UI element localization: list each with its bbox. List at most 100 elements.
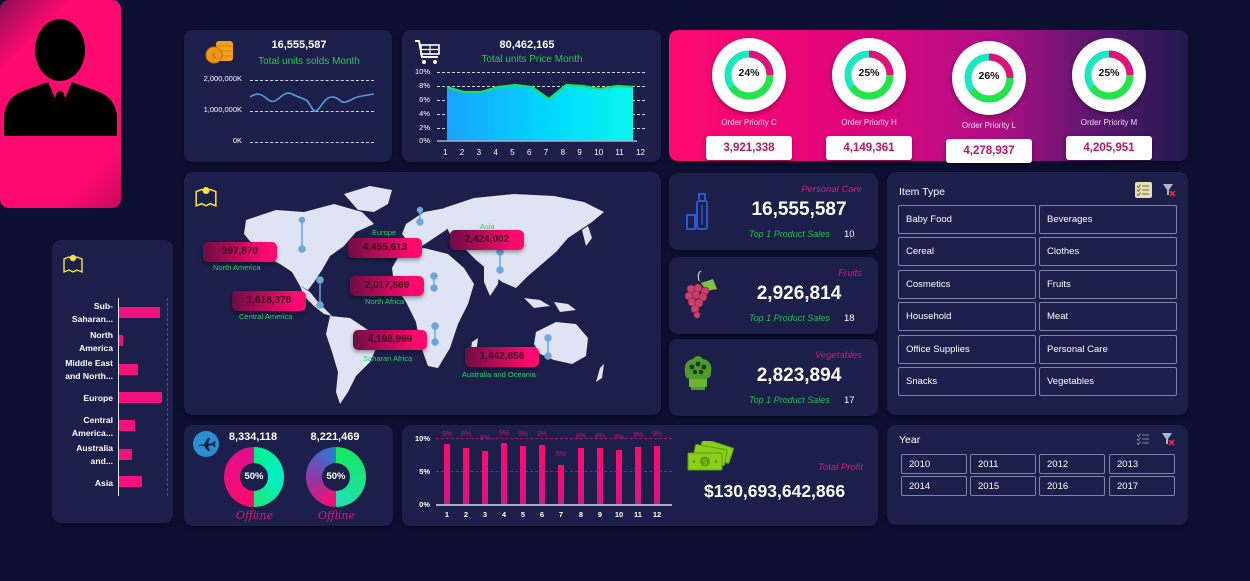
category-card-vegetables[interactable]: Vegetables 2,823,894 Top 1 Product Sales… bbox=[669, 339, 878, 416]
item-type-option[interactable]: Cereal bbox=[898, 237, 1036, 266]
y-tick: 10% bbox=[414, 67, 430, 76]
priority-donut: 24% bbox=[712, 38, 786, 112]
region-bar-chart-card: Sub- Saharan... North America Middle East a… bbox=[52, 240, 173, 523]
item-type-option[interactable]: Beverages bbox=[1039, 205, 1177, 234]
month-bar[interactable] bbox=[444, 444, 450, 504]
priority-donut: 26% bbox=[952, 41, 1026, 115]
priority-pct: 26% bbox=[978, 70, 1000, 82]
year-option[interactable]: 2014 bbox=[901, 476, 967, 496]
priority-item[interactable]: 25% Order Priority H 4,149,361 bbox=[819, 38, 919, 160]
year-option[interactable]: 2013 bbox=[1109, 454, 1175, 474]
x-axis-line bbox=[436, 504, 672, 506]
map-value-north-africa[interactable]: 2,017,869 bbox=[350, 276, 424, 296]
order-priority-card: 24% Order Priority C 3,921,338 25% Order… bbox=[669, 30, 1188, 163]
year-option[interactable]: 2017 bbox=[1109, 476, 1175, 496]
category-title: Fruits bbox=[838, 268, 862, 279]
item-type-slicer: Item Type Baby Food Beverages Cereal Clo… bbox=[887, 172, 1188, 415]
category-rank: 10 bbox=[844, 229, 855, 240]
category-subtitle: Top 1 Product Sales bbox=[749, 313, 830, 323]
priority-item[interactable]: 25% Order Priority M 4,205,951 bbox=[1059, 38, 1159, 160]
multi-select-icon[interactable] bbox=[1136, 432, 1150, 446]
map-label-central-america: Central America bbox=[239, 312, 293, 321]
year-option[interactable]: 2010 bbox=[901, 454, 967, 474]
month-bar[interactable] bbox=[654, 446, 660, 504]
map-value-saharan-africa[interactable]: 4,198,999 bbox=[353, 330, 427, 350]
priority-label: Order Priority L bbox=[961, 121, 1017, 130]
donut-pct: 50% bbox=[240, 463, 268, 491]
x-axis-ticks: 1 2 3 4 5 6 7 8 9 10 11 12 bbox=[443, 148, 645, 157]
units-price-value: 80,462,165 bbox=[499, 39, 555, 51]
region-bar-north-america[interactable] bbox=[119, 335, 123, 346]
month-bar[interactable] bbox=[578, 448, 584, 504]
profile-name: austin bbox=[0, 138, 1250, 158]
bar-label: 9% bbox=[498, 430, 510, 437]
online-value: 8,334,118 bbox=[228, 431, 278, 443]
region-bar-sub-saharan[interactable] bbox=[119, 307, 160, 318]
offline-value: 8,221,469 bbox=[310, 431, 360, 443]
priority-item[interactable]: 24% Order Priority C 3,921,338 bbox=[699, 38, 799, 160]
map-label-asia: Asia bbox=[480, 222, 495, 231]
units-sold-subtitle: Total units solds Month bbox=[258, 56, 360, 67]
item-type-option[interactable]: Office Supplies bbox=[898, 335, 1036, 364]
multi-select-icon[interactable] bbox=[1135, 182, 1152, 198]
item-type-option[interactable]: Clothes bbox=[1039, 237, 1177, 266]
month-bar[interactable] bbox=[558, 465, 564, 504]
region-bar-europe[interactable] bbox=[119, 392, 162, 403]
year-option[interactable]: 2011 bbox=[970, 454, 1036, 474]
item-type-option[interactable]: Vegetables bbox=[1039, 367, 1177, 396]
month-bar[interactable] bbox=[597, 448, 603, 504]
priority-item[interactable]: 26% Order Priority L 4,278,937 bbox=[939, 41, 1039, 163]
region-bar-australia[interactable] bbox=[119, 449, 132, 460]
units-sold-card: $ 16,555,587 Total units solds Month 2,0… bbox=[184, 30, 392, 162]
monthly-bar-profit-card: 10% 5% 0% 9% 8% 8% 9% 9% 9% 6% 8% 8% 8% … bbox=[402, 425, 878, 526]
year-option[interactable]: 2015 bbox=[970, 476, 1036, 496]
month-bar[interactable] bbox=[463, 448, 469, 504]
map-value-north-america[interactable]: 397,870 bbox=[203, 242, 277, 262]
map-pin-icon bbox=[63, 254, 83, 274]
region-bar-asia[interactable] bbox=[119, 476, 142, 487]
map-pin-icon bbox=[195, 187, 217, 207]
item-type-option[interactable]: Baby Food bbox=[898, 205, 1036, 234]
map-label-saharan-africa: Saharan Africa bbox=[363, 354, 413, 363]
region-bar-central-america[interactable] bbox=[119, 420, 135, 431]
item-type-option[interactable]: Personal Care bbox=[1039, 335, 1177, 364]
map-value-australia[interactable]: 1,442,856 bbox=[465, 347, 539, 367]
category-value: 2,926,814 bbox=[756, 283, 842, 304]
category-card-personal-care[interactable]: Personal Care 16,555,587 Top 1 Product S… bbox=[669, 173, 878, 250]
region-bar-middle-east[interactable] bbox=[119, 364, 138, 375]
month-bar[interactable] bbox=[539, 445, 545, 504]
clear-filter-icon[interactable] bbox=[1162, 182, 1176, 198]
category-card-fruits[interactable]: Fruits 2,926,814 Top 1 Product Sales 18 bbox=[669, 257, 878, 334]
channel-donut-2[interactable]: 50% bbox=[306, 447, 366, 507]
item-type-option[interactable]: Cosmetics bbox=[898, 270, 1036, 299]
clear-filter-icon[interactable] bbox=[1161, 431, 1175, 447]
item-type-option[interactable]: Meat bbox=[1039, 302, 1177, 331]
item-type-option[interactable]: Fruits bbox=[1039, 270, 1177, 299]
units-line-chart bbox=[250, 92, 374, 112]
user-silhouette-icon bbox=[4, 19, 117, 136]
category-rank: 17 bbox=[844, 395, 855, 406]
item-type-option[interactable]: Household bbox=[898, 302, 1036, 331]
map-label-north-america: North America bbox=[213, 263, 261, 272]
month-bar[interactable] bbox=[520, 446, 526, 504]
month-bar[interactable] bbox=[635, 447, 641, 504]
gridline bbox=[436, 438, 672, 439]
month-bar[interactable] bbox=[616, 450, 622, 504]
channel-label: Offline bbox=[236, 509, 273, 522]
priority-value: 4,149,361 bbox=[826, 136, 912, 160]
item-type-option[interactable]: Snacks bbox=[898, 367, 1036, 396]
grapes-icon bbox=[684, 270, 717, 319]
month-bar[interactable] bbox=[482, 451, 488, 504]
map-value-europe[interactable]: 4,455,613 bbox=[348, 238, 422, 258]
channel-donut-1[interactable]: 50% bbox=[224, 447, 284, 507]
profit-value: $130,693,642,866 bbox=[704, 481, 846, 501]
map-value-central-america[interactable]: 1,618,378 bbox=[232, 291, 306, 311]
year-option[interactable]: 2012 bbox=[1039, 454, 1105, 474]
y-tick: 6% bbox=[419, 95, 430, 104]
bottle-icon bbox=[686, 193, 708, 230]
map-value-asia[interactable]: 2,424,002 bbox=[450, 230, 524, 250]
axis-gridline bbox=[167, 298, 168, 496]
month-bar[interactable] bbox=[501, 443, 507, 504]
year-option[interactable]: 2016 bbox=[1039, 476, 1105, 496]
x-tick: 9 bbox=[597, 510, 603, 519]
